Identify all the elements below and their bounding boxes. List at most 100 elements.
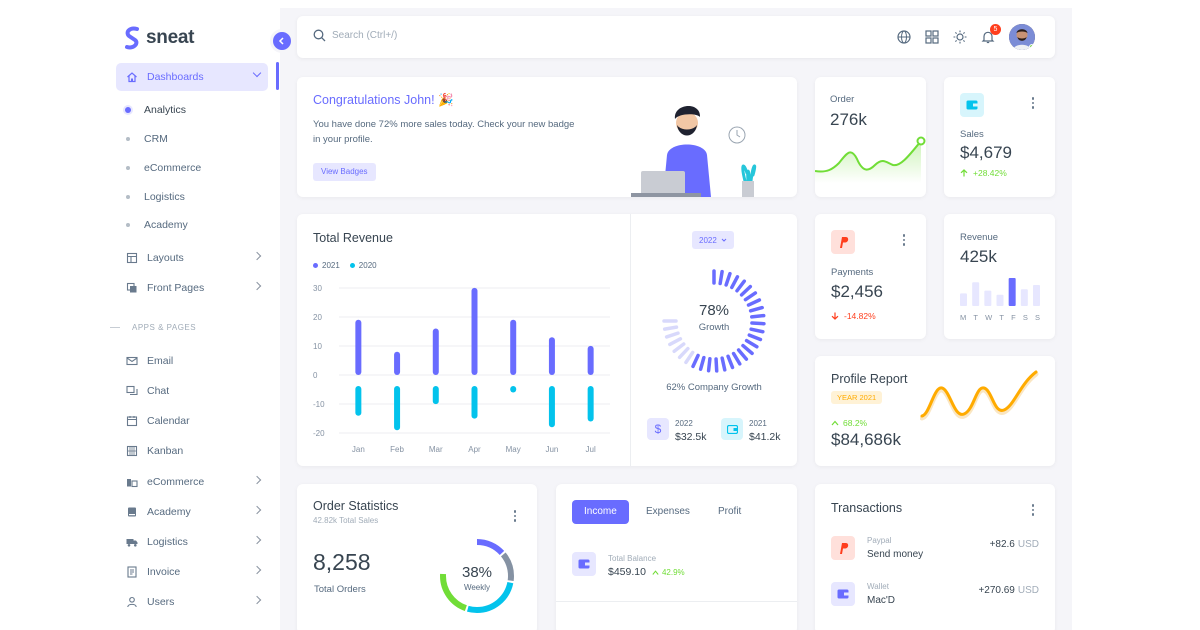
theme-sun-icon[interactable] [953, 30, 967, 44]
chevron-right-icon [252, 475, 262, 485]
transaction-row[interactable]: Wallet Mac'D +270.69 USD [815, 578, 1055, 612]
y-tick-label: 30 [313, 284, 322, 293]
weekly-bar [1008, 278, 1016, 306]
tab-expenses[interactable]: Expenses [646, 506, 690, 517]
day-label: S [1034, 313, 1040, 322]
invoice-icon [126, 566, 138, 578]
sidebar-item-calendar[interactable]: Calendar [116, 407, 268, 435]
weekly-bar [972, 282, 980, 306]
payments-change: -14.82% [831, 311, 876, 321]
more-options-icon[interactable] [1031, 97, 1035, 109]
gauge-segment [662, 325, 679, 331]
tab-income[interactable]: Income [572, 500, 629, 524]
sidebar-subitem-label: Analytics [144, 104, 187, 116]
order-label: Order [830, 94, 855, 105]
notification-bell-icon[interactable]: 5 [981, 24, 1001, 44]
transaction-currency: USD [1017, 585, 1039, 596]
legend-item-2020: 2020 [349, 261, 377, 270]
sidebar-item-chat[interactable]: Chat [116, 377, 268, 405]
sidebar-subitem-logistics[interactable]: Logistics [126, 191, 185, 203]
sidebar-item-ecommerce[interactable]: eCommerce [116, 468, 268, 496]
transaction-currency: USD [1017, 539, 1039, 550]
tab-profit[interactable]: Profit [718, 506, 742, 517]
gauge-segment [691, 353, 700, 369]
top-navbar: Search (Ctrl+/) 5 [297, 16, 1055, 58]
chevron-down-icon [721, 238, 727, 242]
paypal-icon [831, 230, 855, 254]
sales-card: Sales $4,679 +28.42% [944, 77, 1055, 197]
arrow-down-icon [831, 312, 839, 320]
wallet-icon [572, 552, 596, 576]
sidebar-item-label: Invoice [147, 566, 181, 578]
sidebar-subitem-academy[interactable]: Academy [126, 219, 188, 231]
chevron-up-icon [831, 420, 839, 426]
view-badges-button[interactable]: View Badges [313, 163, 376, 181]
x-tick-label: Feb [390, 445, 404, 454]
brand-logo[interactable]: sneat [124, 26, 194, 50]
search-icon [313, 29, 326, 42]
sidebar-subitem-label: CRM [144, 133, 168, 145]
user-avatar[interactable] [1009, 24, 1035, 50]
transaction-row[interactable]: Paypal Send money +82.6 USD [815, 532, 1055, 566]
apps-grid-icon[interactable] [925, 30, 939, 44]
layout-icon [126, 252, 138, 264]
sidebar-item-label: Users [147, 596, 175, 608]
search-input[interactable]: Search (Ctrl+/) [332, 30, 398, 41]
sidebar-item-invoice[interactable]: Invoice [116, 558, 268, 586]
order-sparkline [815, 136, 926, 183]
more-options-icon[interactable] [513, 510, 517, 522]
home-icon [126, 71, 138, 83]
gauge-segment [736, 348, 749, 361]
search-bar[interactable]: Search (Ctrl+/) [313, 29, 397, 42]
year-dropdown-button[interactable]: 2022 [692, 231, 734, 249]
sidebar-item-email[interactable]: Email [116, 347, 268, 375]
bullet-icon [126, 137, 130, 141]
weekly-bar [984, 290, 992, 306]
sidebar-item-layouts[interactable]: Layouts [116, 244, 268, 272]
sidebar-item-users[interactable]: Users [116, 588, 268, 616]
balance-change-value: 42.9% [661, 567, 685, 577]
gauge-segment [726, 354, 735, 370]
weekly-bar [1020, 289, 1028, 306]
sidebar-item-dashboards[interactable]: Dashboards [116, 63, 268, 91]
sales-change-value: +28.42% [973, 168, 1007, 178]
sidebar-item-front-pages[interactable]: Front Pages [116, 274, 268, 302]
book-icon [126, 506, 138, 518]
sidebar-item-label: Front Pages [147, 282, 205, 294]
transaction-amount-value: +270.69 [978, 585, 1015, 596]
revenue-label: Revenue [960, 232, 999, 243]
payments-change-value: -14.82% [844, 311, 876, 321]
language-globe-icon[interactable] [897, 30, 911, 44]
growth-radial-gauge [662, 269, 766, 373]
sidebar-subitem-analytics[interactable]: Analytics [125, 104, 187, 116]
order-statistics-card: Order Statistics 42.82k Total Sales 8,25… [297, 484, 537, 630]
transaction-desc: Mac'D [867, 595, 896, 606]
gauge-segment [714, 357, 719, 373]
more-options-icon[interactable] [1031, 504, 1035, 516]
sidebar-item-label: Logistics [147, 536, 188, 548]
profile-report-card: Profile Report YEAR 2021 68.2% $84,686k [815, 356, 1055, 466]
sidebar-item-logistics[interactable]: Logistics [116, 528, 268, 556]
chevron-right-icon [252, 595, 262, 605]
sidebar-collapse-button[interactable] [270, 29, 294, 53]
profile-change: 68.2% [831, 418, 867, 428]
dollar-icon: $ [647, 418, 669, 440]
y-tick-label: 10 [313, 342, 322, 351]
sidebar-item-label: Email [147, 355, 174, 367]
sneat-logo-icon [125, 26, 139, 50]
order-stats-title: Order Statistics [313, 499, 399, 513]
sidebar-subitem-crm[interactable]: CRM [126, 133, 168, 145]
y-tick-label: 0 [313, 371, 318, 380]
weekly-bar [996, 294, 1004, 306]
chevron-left-icon [278, 37, 284, 45]
day-label: W [985, 313, 993, 322]
sidebar-item-academy[interactable]: Academy [116, 498, 268, 526]
more-options-icon[interactable] [902, 234, 906, 246]
gauge-segment [684, 350, 695, 365]
order-value: 276k [830, 110, 867, 129]
sidebar-item-kanban[interactable]: Kanban [116, 437, 268, 465]
welcome-card: Congratulations John! 🎉 You have done 72… [297, 77, 797, 197]
sidebar-subitem-ecommerce[interactable]: eCommerce [126, 162, 201, 174]
weekly-donut-chart [440, 539, 514, 613]
